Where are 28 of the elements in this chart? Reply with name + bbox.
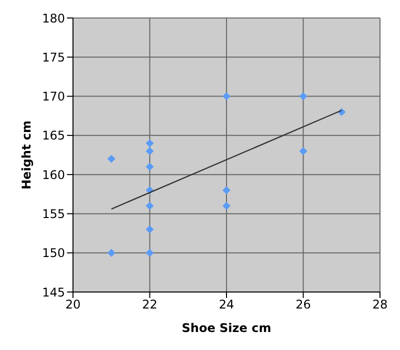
y-tick-label: 160	[42, 168, 65, 182]
x-axis-title: Shoe Size cm	[182, 321, 272, 335]
y-axis-title: Height cm	[19, 120, 34, 190]
x-tick-label: 28	[372, 298, 388, 312]
point	[107, 248, 116, 257]
point	[146, 162, 154, 171]
point	[146, 225, 154, 234]
y-tick-label: 175	[42, 50, 65, 64]
point	[222, 186, 230, 194]
y-tick-label: 180	[42, 11, 65, 26]
y-tick-label: 170	[42, 90, 65, 104]
point	[146, 248, 154, 257]
point	[146, 202, 154, 210]
x-tick-label: 20	[65, 298, 81, 312]
x-tick-label: 26	[296, 298, 311, 312]
point	[299, 92, 308, 100]
point	[222, 92, 230, 100]
point	[299, 147, 308, 156]
point	[222, 202, 230, 210]
point	[146, 147, 154, 156]
x-tick-label: 24	[218, 298, 234, 312]
point	[146, 139, 154, 148]
y-tick-label: 165	[42, 128, 65, 143]
y-tick-label: 145	[42, 285, 65, 300]
point	[107, 154, 116, 163]
y-tick-label: 155	[42, 206, 65, 221]
y-tick-label: 150	[42, 246, 65, 260]
x-tick-label: 22	[142, 298, 158, 312]
